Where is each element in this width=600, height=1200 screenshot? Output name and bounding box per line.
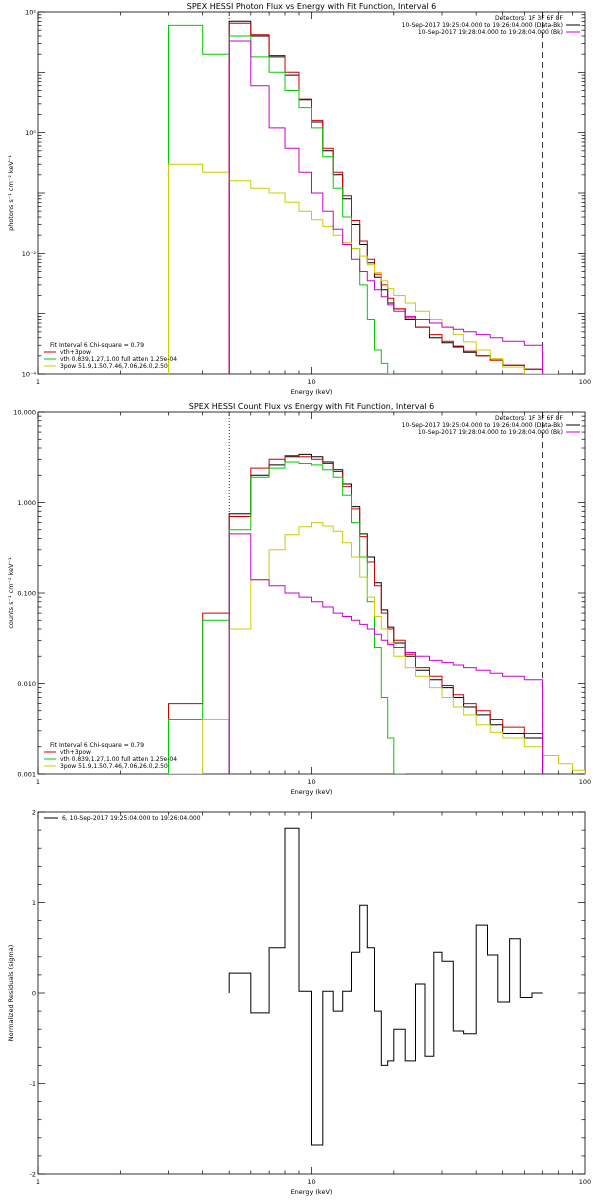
y-tick-label: 2	[32, 809, 36, 817]
x-tick-label: 1	[36, 378, 40, 386]
y-tick-label: 0.100	[17, 590, 36, 598]
series-line-3pow	[168, 163, 559, 374]
legend-entry: Fit Interval 6 Chi-square = 0.79	[50, 742, 144, 749]
legend-entry: Detectors: 1F 3F 6F 8F	[495, 15, 564, 22]
series-line-6-10-sep-2017-19-25-04-000-to-19-26-04-000	[228, 827, 543, 1146]
x-axis-label: Energy (keV)	[291, 388, 333, 396]
y-tick-label: 10²	[25, 9, 36, 17]
y-tick-label: 1.000	[17, 499, 36, 507]
x-tick-label: 10	[307, 378, 315, 386]
y-tick-label: 10⁻²	[22, 250, 37, 258]
series-line-vth	[168, 461, 406, 774]
series-line-data-bk	[228, 20, 544, 374]
y-tick-label: 0	[32, 990, 36, 998]
series-line-3pow	[168, 522, 585, 774]
series-line-bk	[228, 533, 544, 774]
x-axis-label: Energy (keV)	[291, 1188, 333, 1196]
y-axis-label: photons s⁻¹ cm⁻² keV⁻¹	[7, 155, 15, 231]
legend-entry: vth 0.839,1.27,1.00 full atten 1.25e-04	[60, 756, 177, 763]
legend-entry: vth 0.839,1.27,1.00 full atten 1.25e-04	[60, 356, 177, 363]
legend-entry: vth+3pow	[60, 749, 91, 756]
y-tick-label: -2	[30, 1171, 36, 1179]
x-tick-label: 100	[579, 378, 591, 386]
series-line-vth-3pow	[228, 22, 544, 374]
series-line-vth	[168, 24, 394, 374]
series-line-vth-3pow	[168, 455, 544, 774]
y-tick-label: 10⁰	[25, 129, 36, 137]
x-tick-label: 1	[36, 1178, 40, 1186]
series-line-bk	[228, 40, 544, 374]
series-line-data-bk	[228, 453, 544, 774]
legend-entry: Fit Interval 6 Chi-square = 0.79	[50, 342, 144, 349]
y-tick-label: 0.010	[17, 680, 36, 688]
y-tick-label: -1	[30, 1080, 36, 1088]
y-tick-label: 1	[32, 899, 36, 907]
y-axis-label: Normalized Residuals (sigma)	[7, 945, 15, 1042]
chart-panel-3: 1 10 100 -2 -1 0 1 2 Energy (keV) Normalized Resi…	[7, 809, 591, 1197]
chart-title: SPEX HESSI Photon Flux vs Energy with Fi…	[187, 2, 437, 11]
x-tick-label: 10	[307, 1178, 315, 1186]
x-tick-label: 100	[579, 778, 591, 786]
legend-entry: 10-Sep-2017 19:25:04.000 to 19:26:04.000…	[402, 422, 563, 429]
chart-panel-1: SPEX HESSI Photon Flux vs Energy with Fi…	[7, 2, 591, 396]
legend-entry: 6, 10-Sep-2017 19:25:04.000 to 19:26:04.…	[62, 815, 201, 822]
legend-entry: 10-Sep-2017 19:28:04.000 to 19:28:04.000…	[418, 29, 563, 36]
y-axis-label: counts s⁻¹ cm⁻² keV⁻¹	[7, 557, 15, 629]
x-axis-label: Energy (keV)	[291, 788, 333, 796]
x-tick-label: 10	[307, 778, 315, 786]
legend-entry: 10-Sep-2017 19:25:04.000 to 19:26:04.000…	[402, 22, 563, 29]
chart-panel-2: SPEX HESSI Count Flux vs Energy with Fit…	[7, 402, 591, 796]
x-tick-label: 1	[36, 778, 40, 786]
y-tick-label: 10⁻⁴	[22, 371, 37, 379]
legend-entry: 10-Sep-2017 19:28:04.000 to 19:28:04.000…	[418, 429, 563, 436]
legend-entry: vth+3pow	[60, 349, 91, 356]
legend-entry: 3pow 51.9,1.50,7.46,7.06,26.0,2.50	[60, 763, 168, 770]
legend-entry: Detectors: 1F 3F 6F 8F	[495, 415, 564, 422]
legend-entry: 3pow 51.9,1.50,7.46,7.06,26.0,2.50	[60, 363, 168, 370]
y-tick-label: 0.001	[17, 771, 36, 779]
y-tick-label: 10.000	[13, 409, 36, 417]
x-tick-label: 100	[579, 1178, 591, 1186]
chart-title: SPEX HESSI Count Flux vs Energy with Fit…	[189, 402, 434, 411]
